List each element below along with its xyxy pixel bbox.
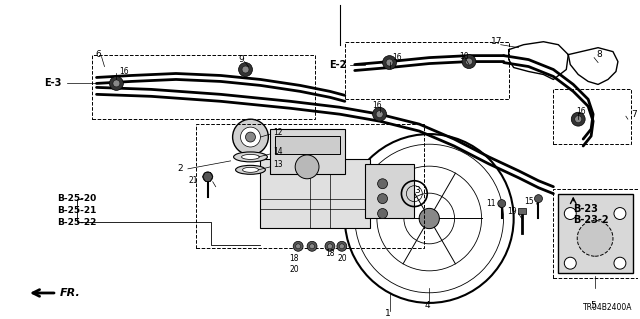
Bar (196, 124, 424, 248)
Circle shape (337, 241, 347, 251)
Text: 18: 18 (325, 249, 335, 258)
Text: 16: 16 (576, 107, 586, 116)
Text: B-25-22: B-25-22 (57, 218, 96, 227)
Circle shape (376, 111, 383, 118)
Text: 1: 1 (385, 309, 390, 318)
Circle shape (328, 244, 332, 249)
Circle shape (246, 132, 255, 142)
Text: 11: 11 (486, 199, 496, 208)
Circle shape (295, 155, 319, 179)
Ellipse shape (236, 165, 266, 174)
Bar (275, 136, 340, 154)
Circle shape (293, 241, 303, 251)
Circle shape (307, 241, 317, 251)
Text: E-3: E-3 (44, 78, 62, 88)
Text: 4: 4 (424, 301, 430, 310)
Bar (558, 194, 633, 273)
Text: FR.: FR. (60, 288, 81, 298)
Text: TR04B2400A: TR04B2400A (583, 303, 633, 312)
Circle shape (378, 179, 388, 189)
Circle shape (241, 127, 260, 147)
Text: 16: 16 (372, 101, 382, 110)
Circle shape (372, 107, 387, 121)
Circle shape (378, 209, 388, 219)
Text: 21: 21 (188, 176, 198, 185)
Text: 3: 3 (414, 186, 420, 195)
Circle shape (614, 257, 626, 269)
Circle shape (534, 195, 543, 203)
Text: 2: 2 (177, 164, 183, 173)
Circle shape (465, 58, 472, 65)
Circle shape (378, 194, 388, 204)
Circle shape (242, 66, 249, 73)
Circle shape (339, 244, 344, 249)
Text: 7: 7 (631, 110, 637, 119)
Bar (365, 164, 414, 219)
Bar (554, 89, 631, 144)
Ellipse shape (241, 154, 259, 160)
Circle shape (572, 112, 585, 126)
Text: 15: 15 (524, 197, 534, 206)
Circle shape (419, 208, 440, 229)
Text: 16: 16 (120, 67, 129, 76)
Text: 18: 18 (289, 254, 299, 263)
Text: 10: 10 (459, 52, 468, 61)
Text: 19: 19 (507, 207, 516, 216)
Bar (518, 208, 525, 213)
Circle shape (498, 200, 506, 208)
Text: 17: 17 (491, 37, 502, 46)
Circle shape (386, 59, 393, 66)
Circle shape (109, 77, 124, 90)
Circle shape (325, 241, 335, 251)
Circle shape (577, 220, 613, 256)
Text: 13: 13 (273, 160, 283, 169)
Bar (345, 42, 509, 99)
Bar (554, 189, 640, 278)
Bar (92, 55, 315, 119)
Text: 20: 20 (289, 265, 299, 274)
Circle shape (296, 244, 301, 249)
Text: 9: 9 (239, 55, 244, 64)
Circle shape (564, 257, 576, 269)
Text: B-23-2: B-23-2 (573, 215, 609, 226)
Text: B-23: B-23 (573, 204, 598, 213)
Bar (270, 129, 345, 174)
Circle shape (113, 80, 120, 87)
Circle shape (383, 56, 396, 70)
Circle shape (232, 119, 268, 155)
Text: 8: 8 (596, 50, 602, 59)
Ellipse shape (234, 152, 268, 162)
Text: 12: 12 (273, 128, 283, 137)
Ellipse shape (243, 167, 259, 172)
Text: 16: 16 (392, 53, 402, 62)
Bar (260, 159, 370, 228)
Text: 14: 14 (273, 147, 283, 156)
Circle shape (239, 63, 252, 77)
Circle shape (575, 116, 582, 122)
Circle shape (462, 55, 476, 69)
Circle shape (564, 208, 576, 219)
Circle shape (203, 172, 212, 182)
Text: B-25-20: B-25-20 (57, 194, 96, 203)
Circle shape (614, 208, 626, 219)
Text: 6: 6 (95, 50, 101, 59)
Text: 20: 20 (337, 254, 347, 263)
Text: 5: 5 (590, 301, 596, 310)
Text: B-25-21: B-25-21 (57, 206, 96, 215)
Text: E-2: E-2 (330, 60, 347, 70)
Circle shape (310, 244, 314, 249)
